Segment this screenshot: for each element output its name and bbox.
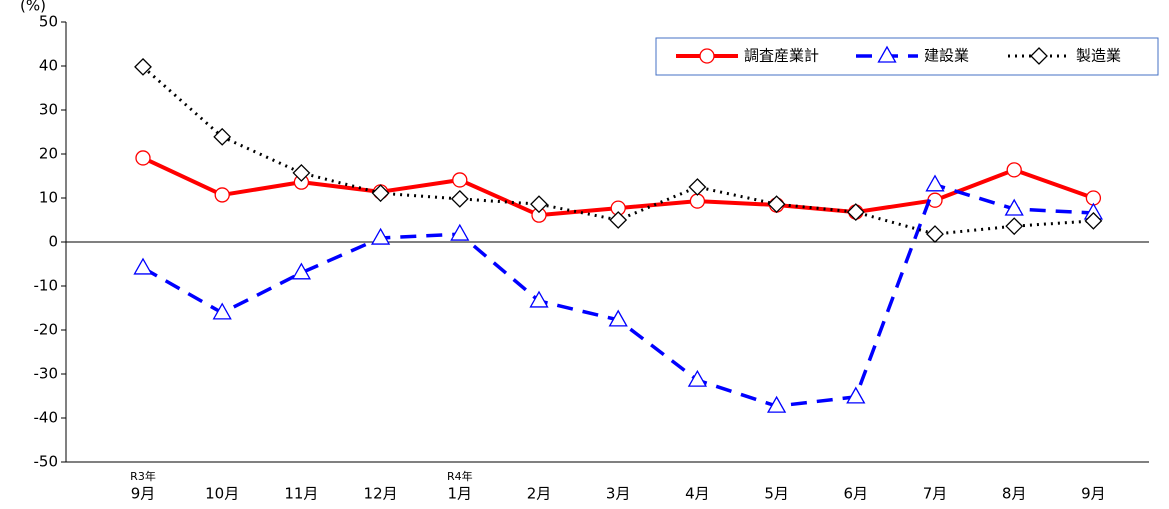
marker	[846, 203, 865, 221]
legend-label: 製造業	[1076, 47, 1121, 65]
marker	[1005, 217, 1024, 236]
x-tick-label: 9月	[1081, 485, 1106, 503]
marker	[134, 57, 152, 76]
marker	[846, 386, 866, 404]
marker	[688, 178, 707, 196]
legend-label: 建設業	[924, 47, 969, 65]
marker	[1006, 162, 1022, 178]
x-tick-label: 2月	[527, 485, 552, 503]
y-axis-label: (%)	[20, 0, 46, 15]
marker	[371, 184, 390, 203]
marker	[213, 127, 232, 146]
marker	[766, 395, 787, 413]
marker	[529, 290, 549, 308]
year-label: R3年	[130, 469, 156, 483]
marker	[292, 164, 311, 182]
y-tick-label: 0	[48, 233, 58, 251]
x-tick-label: 9月	[131, 485, 156, 503]
y-tick-label: -50	[34, 453, 59, 471]
x-tick-label: 6月	[844, 485, 869, 503]
legend-label: 調査産業計	[744, 47, 819, 65]
y-tick-label: -20	[34, 321, 59, 339]
x-tick-label: 5月	[764, 485, 789, 503]
marker	[689, 193, 706, 209]
year-label: R4年	[447, 469, 473, 483]
marker	[452, 172, 468, 188]
marker	[214, 187, 230, 203]
legend-box	[655, 37, 1159, 76]
marker	[370, 227, 391, 245]
marker	[135, 150, 151, 166]
y-tick-label: 20	[39, 145, 58, 163]
marker	[530, 195, 548, 214]
marker	[212, 302, 232, 320]
y-tick-label: 50	[39, 13, 58, 31]
x-tick-label: 8月	[1002, 485, 1027, 503]
x-tick-label: 10月	[205, 485, 239, 503]
marker	[1030, 47, 1048, 65]
marker	[450, 223, 470, 241]
legend: 調査産業計 建設業 製造業	[655, 37, 1159, 76]
marker	[877, 45, 897, 63]
marker	[767, 195, 786, 214]
marker	[699, 48, 715, 64]
y-tick-label: -40	[34, 409, 59, 427]
marker	[1084, 211, 1103, 230]
x-tick-label: 12月	[364, 485, 398, 503]
marker	[687, 369, 708, 387]
x-tick-label: 3月	[606, 485, 631, 503]
y-tick-label: 10	[39, 189, 58, 207]
marker	[926, 225, 944, 243]
marker	[133, 257, 153, 275]
y-tick-label: 30	[39, 101, 58, 119]
x-tick-label: 7月	[923, 485, 948, 503]
x-tick-label: 11月	[284, 485, 318, 503]
marker	[291, 262, 312, 280]
marker	[450, 189, 469, 208]
marker	[608, 309, 628, 327]
marker	[1004, 198, 1024, 216]
x-tick-label: 4月	[685, 485, 710, 503]
marker	[609, 211, 628, 229]
marker	[925, 174, 945, 192]
x-tick-label: 1月	[448, 485, 473, 503]
y-tick-label: -10	[34, 277, 59, 295]
y-tick-label: 40	[39, 57, 58, 75]
y-tick-label: -30	[34, 365, 59, 383]
